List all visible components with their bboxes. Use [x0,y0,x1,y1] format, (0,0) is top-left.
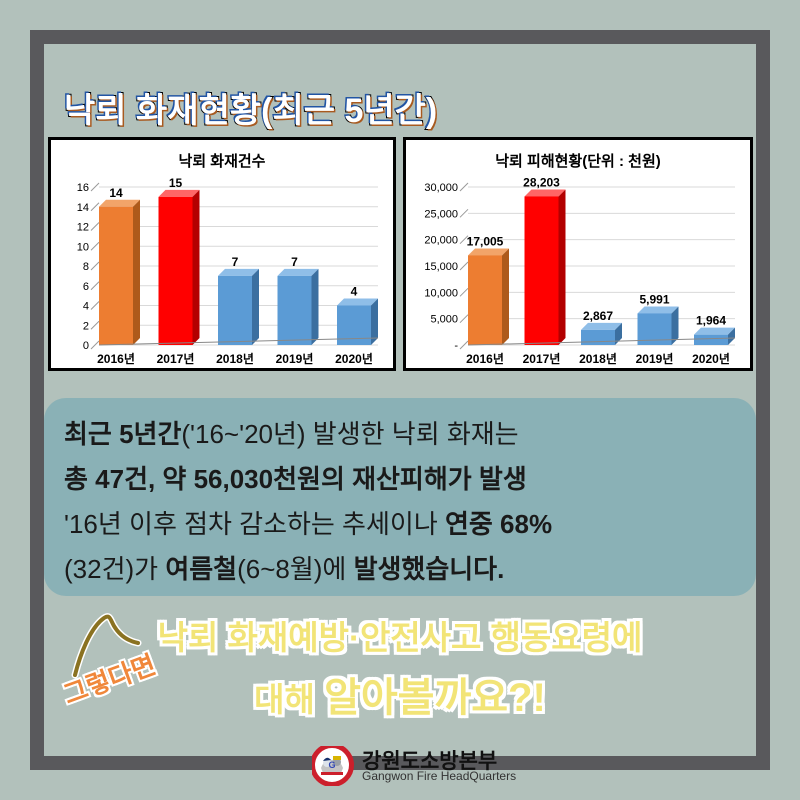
svg-text:28,203: 28,203 [523,175,560,189]
svg-text:2020년: 2020년 [692,352,730,366]
svg-text:7: 7 [291,255,298,269]
svg-text:5,000: 5,000 [430,314,458,326]
svg-text:2: 2 [83,320,89,332]
svg-text:12: 12 [77,222,89,234]
svg-text:2018년: 2018년 [579,352,617,366]
svg-text:G: G [328,760,335,770]
svg-text:25,000: 25,000 [424,208,458,220]
svg-text:-: - [454,340,458,352]
svg-text:2019년: 2019년 [636,352,674,366]
svg-text:4: 4 [351,285,358,299]
svg-text:15,000: 15,000 [424,261,458,273]
svg-text:8: 8 [83,261,89,273]
svg-text:20,000: 20,000 [424,235,458,247]
svg-text:2,867: 2,867 [583,309,613,323]
svg-text:2017년: 2017년 [523,352,561,366]
svg-text:6: 6 [83,281,89,293]
svg-text:17,005: 17,005 [467,234,504,248]
svg-text:16: 16 [77,182,89,194]
svg-text:7: 7 [232,255,239,269]
svg-text:2020년: 2020년 [335,352,373,366]
svg-text:30,000: 30,000 [424,182,458,194]
svg-text:14: 14 [109,186,123,200]
svg-text:2016년: 2016년 [97,352,135,366]
svg-text:2018년: 2018년 [216,352,254,366]
svg-text:1,964: 1,964 [696,314,726,328]
svg-text:2016년: 2016년 [466,352,504,366]
svg-text:5,991: 5,991 [639,292,669,306]
svg-text:10: 10 [77,241,89,253]
svg-text:10,000: 10,000 [424,287,458,299]
svg-text:2019년: 2019년 [276,352,314,366]
svg-text:2017년: 2017년 [157,352,195,366]
svg-text:4: 4 [83,301,89,313]
svg-text:14: 14 [77,202,89,214]
svg-text:0: 0 [83,340,89,352]
svg-text:15: 15 [169,176,183,190]
